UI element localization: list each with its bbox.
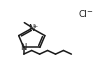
- Text: N: N: [21, 43, 27, 52]
- Text: −: −: [87, 9, 93, 15]
- Text: +: +: [32, 24, 38, 29]
- Text: Cl: Cl: [78, 10, 87, 19]
- Text: N: N: [29, 24, 35, 33]
